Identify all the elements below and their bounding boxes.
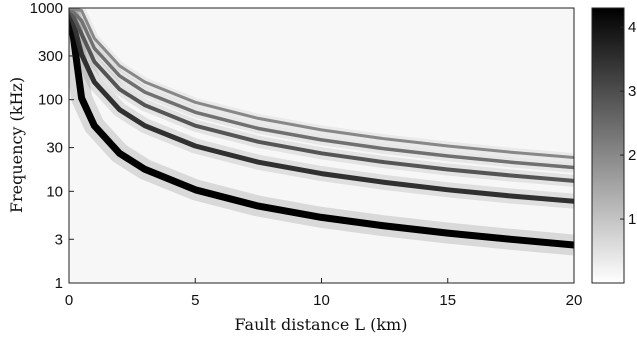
colorbar-tick-label: 4 (628, 19, 636, 36)
y-tick-label: 3 (55, 231, 63, 248)
y-tick-label: 10 (46, 183, 63, 200)
x-axis-ticks: 0 5 10 15 20 (65, 278, 583, 309)
ridge-3 (69, 8, 574, 183)
x-tick-label: 10 (313, 292, 330, 309)
colorbar-tick-label: 1 (628, 211, 636, 228)
x-tick-label: 0 (65, 292, 73, 309)
colorbar-tick-label: 3 (628, 83, 636, 100)
ridge-5 (69, 8, 574, 159)
x-tick-label: 5 (191, 292, 199, 309)
y-tick-label: 1000 (30, 0, 63, 17)
y-axis-ticks: 1 3 10 30 100 300 1000 (30, 0, 74, 292)
colorbar (591, 7, 625, 284)
y-axis-label: Frequency (kHz) (7, 77, 26, 213)
ridge-4 (69, 8, 574, 170)
ridge-1 (69, 8, 574, 249)
y-tick-label: 300 (38, 48, 63, 65)
y-tick-label: 100 (38, 92, 63, 109)
colorbar-ticks: 1 2 3 4 (620, 19, 636, 228)
x-tick-label: 15 (439, 292, 456, 309)
colorbar-tick-label: 2 (628, 147, 636, 164)
x-axis-label: Fault distance L (km) (235, 315, 408, 334)
ridge-2 (69, 8, 574, 204)
y-tick-label: 1 (55, 275, 63, 292)
y-tick-label: 30 (46, 140, 63, 157)
x-tick-label: 20 (566, 292, 583, 309)
heatmap-curves (69, 8, 574, 256)
